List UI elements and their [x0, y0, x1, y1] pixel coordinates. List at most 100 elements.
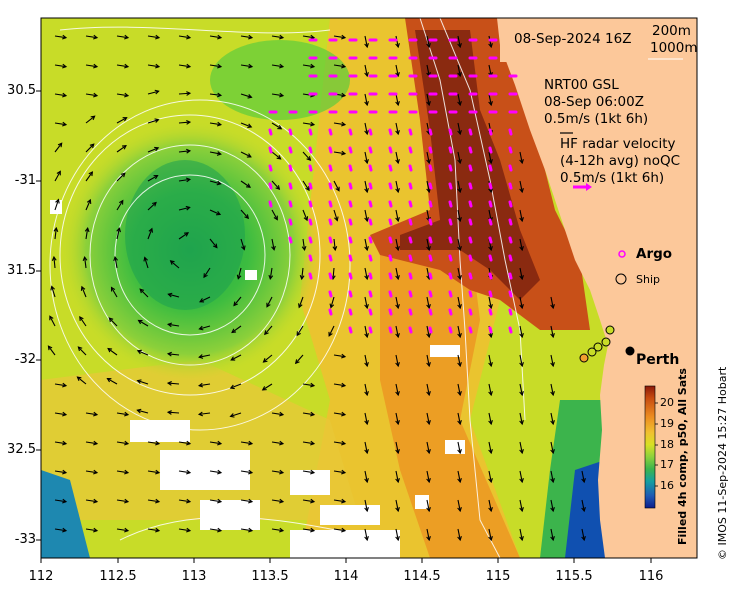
current-arrow	[271, 441, 284, 445]
current-arrow	[550, 383, 554, 396]
radar-vector	[328, 146, 333, 154]
current-arrowhead	[457, 362, 462, 368]
current-arrowhead	[248, 527, 254, 533]
current-arrow	[271, 35, 284, 39]
radar-vector	[368, 254, 373, 262]
current-arrow	[85, 35, 98, 39]
radar-vector	[368, 200, 373, 208]
date-box	[500, 22, 695, 62]
current-arrowhead	[236, 274, 242, 280]
current-arrow	[426, 325, 430, 338]
current-arrowhead	[90, 115, 96, 121]
current-arrowhead	[55, 198, 60, 204]
current-arrowhead	[457, 507, 462, 513]
current-arrow	[240, 441, 253, 445]
radar-vector	[468, 182, 473, 190]
current-arrow	[457, 296, 461, 309]
current-arrow	[581, 470, 585, 483]
current-arrow	[271, 499, 284, 503]
current-arrow	[457, 412, 461, 425]
radar-vector	[488, 182, 493, 190]
current-arrowhead	[279, 411, 285, 417]
radar-vector	[428, 200, 433, 208]
radar-vector	[368, 146, 373, 154]
current-arrowhead	[79, 315, 84, 321]
current-arrowhead	[186, 119, 192, 125]
radar-vector	[268, 182, 273, 190]
current-arrowhead	[155, 63, 161, 69]
current-arrow	[139, 288, 149, 298]
current-arrowhead	[199, 298, 205, 303]
current-arrow	[426, 354, 430, 367]
current-arrowhead	[246, 183, 252, 188]
current-arrowhead	[519, 304, 524, 310]
radar-vector	[468, 272, 473, 280]
current-arrowhead	[169, 260, 175, 265]
current-arrowhead	[124, 527, 130, 533]
current-arrowhead	[364, 101, 369, 107]
current-arrow	[54, 142, 63, 153]
current-arrow	[333, 383, 346, 387]
current-arrow	[519, 209, 523, 222]
current-arrow	[231, 325, 242, 333]
current-arrow	[333, 528, 346, 532]
radar-vector	[488, 200, 493, 208]
radar-vector	[308, 272, 313, 280]
radar-vector	[308, 218, 313, 226]
current-arrowhead	[341, 63, 347, 69]
current-arrow	[209, 93, 221, 96]
current-arrowhead	[426, 391, 431, 397]
current-arrowhead	[198, 354, 204, 359]
current-arrow	[395, 64, 399, 77]
current-arrow	[230, 412, 242, 417]
current-arrowhead	[296, 331, 301, 337]
current-arrowhead	[426, 420, 431, 426]
current-arrow	[457, 180, 461, 193]
radar-vector	[488, 146, 493, 154]
current-arrowhead	[310, 527, 316, 533]
current-arrowhead	[519, 507, 524, 513]
current-arrow	[116, 200, 124, 211]
current-arrow	[519, 151, 523, 164]
current-arrow	[333, 64, 346, 68]
radar-vector	[448, 290, 453, 298]
current-arrow	[488, 296, 492, 309]
current-arrowhead	[550, 420, 555, 426]
current-arrowhead	[488, 43, 493, 49]
current-arrow	[426, 151, 430, 164]
radar-vector	[268, 128, 273, 136]
current-arrowhead	[152, 201, 157, 207]
current-arrow	[333, 470, 346, 474]
current-arrow	[209, 35, 222, 39]
current-arrowhead	[88, 171, 94, 177]
current-arrow	[550, 441, 554, 454]
current-arrow	[395, 151, 399, 164]
radar-vector	[388, 236, 393, 244]
current-arrowhead	[276, 154, 282, 160]
current-arrow	[457, 209, 461, 222]
current-arrow	[240, 122, 252, 128]
current-arrow	[178, 178, 190, 182]
current-arrow	[395, 441, 399, 454]
current-arrow	[302, 64, 315, 68]
current-arrowhead	[341, 382, 347, 388]
current-arrowhead	[550, 536, 555, 542]
gsl-label-line3: 0.5m/s (1kt 6h)	[544, 111, 649, 127]
current-arrow	[262, 383, 273, 391]
current-arrow	[178, 232, 189, 240]
radar-vector	[448, 128, 453, 136]
current-arrow	[333, 354, 346, 358]
radar-vector	[468, 218, 473, 226]
current-arrowhead	[395, 536, 400, 542]
current-arrowhead	[550, 507, 555, 513]
current-arrowhead	[153, 175, 159, 180]
current-arrow	[209, 238, 218, 248]
current-arrow	[54, 64, 67, 68]
current-arrow	[116, 441, 129, 445]
current-arrowhead	[364, 420, 369, 426]
current-arrowhead	[231, 328, 237, 334]
current-arrow	[240, 528, 253, 532]
current-arrow	[426, 499, 430, 512]
current-arrow	[395, 93, 399, 106]
current-arrowhead	[271, 245, 276, 251]
